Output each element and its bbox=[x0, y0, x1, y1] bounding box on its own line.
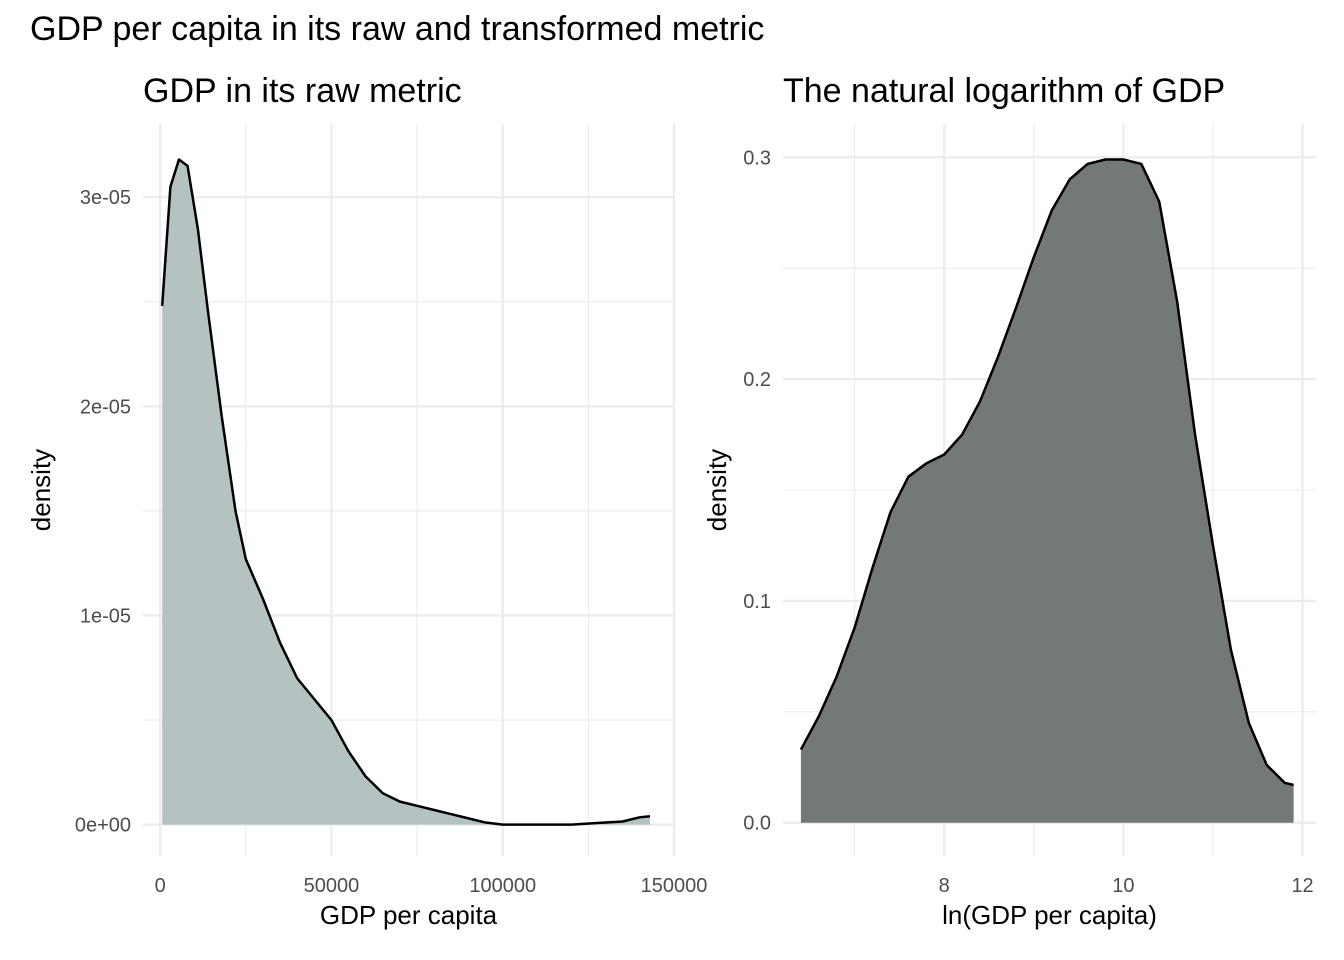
raw-x-tick-label: 100000 bbox=[469, 875, 536, 897]
raw-x-tick-label: 150000 bbox=[641, 875, 708, 897]
log-y-tick-label: 0.0 bbox=[743, 813, 771, 835]
raw-y-tick-label: 0e+00 bbox=[75, 815, 131, 837]
log-x-tick-label: 12 bbox=[1291, 875, 1313, 897]
raw-panel-title: GDP in its raw metric bbox=[143, 72, 462, 110]
log-y-tick-label: 0.2 bbox=[743, 369, 771, 391]
figure-title: GDP per capita in its raw and transforme… bbox=[30, 10, 764, 48]
raw-y-tick-label: 1e-05 bbox=[80, 605, 131, 627]
raw-y-tick-label: 3e-05 bbox=[80, 187, 131, 209]
log-density-curve bbox=[799, 158, 1294, 787]
raw-x-tick-label: 0 bbox=[155, 875, 166, 897]
raw-gridlines bbox=[143, 124, 676, 856]
raw-y-axis-label: density bbox=[26, 449, 56, 531]
raw-x-tick-label: 50000 bbox=[304, 875, 360, 897]
log-y-tick-label: 0.3 bbox=[743, 147, 771, 169]
log-panel-title: The natural logarithm of GDP bbox=[783, 72, 1225, 110]
raw-density-curve bbox=[160, 158, 651, 826]
log-x-tick-label: 10 bbox=[1112, 875, 1134, 897]
log-y-axis-label: density bbox=[702, 449, 732, 531]
log-y-tick-label: 0.1 bbox=[743, 591, 771, 613]
raw-x-axis-label: GDP per capita bbox=[320, 900, 498, 930]
log-gdp-density-panel: The natural logarithm of GDP 0.0 0.1 0.2 0.3… bbox=[702, 72, 1316, 930]
raw-y-tick-label: 2e-05 bbox=[80, 396, 131, 418]
log-x-axis-label: ln(GDP per capita) bbox=[942, 900, 1157, 930]
log-density-area bbox=[800, 159, 1294, 823]
raw-density-area bbox=[162, 159, 651, 825]
raw-gdp-density-panel: GDP in its raw metric 0e+00 1e-05 2e-05 3e-0… bbox=[26, 72, 707, 930]
log-x-tick-label: 8 bbox=[939, 875, 950, 897]
